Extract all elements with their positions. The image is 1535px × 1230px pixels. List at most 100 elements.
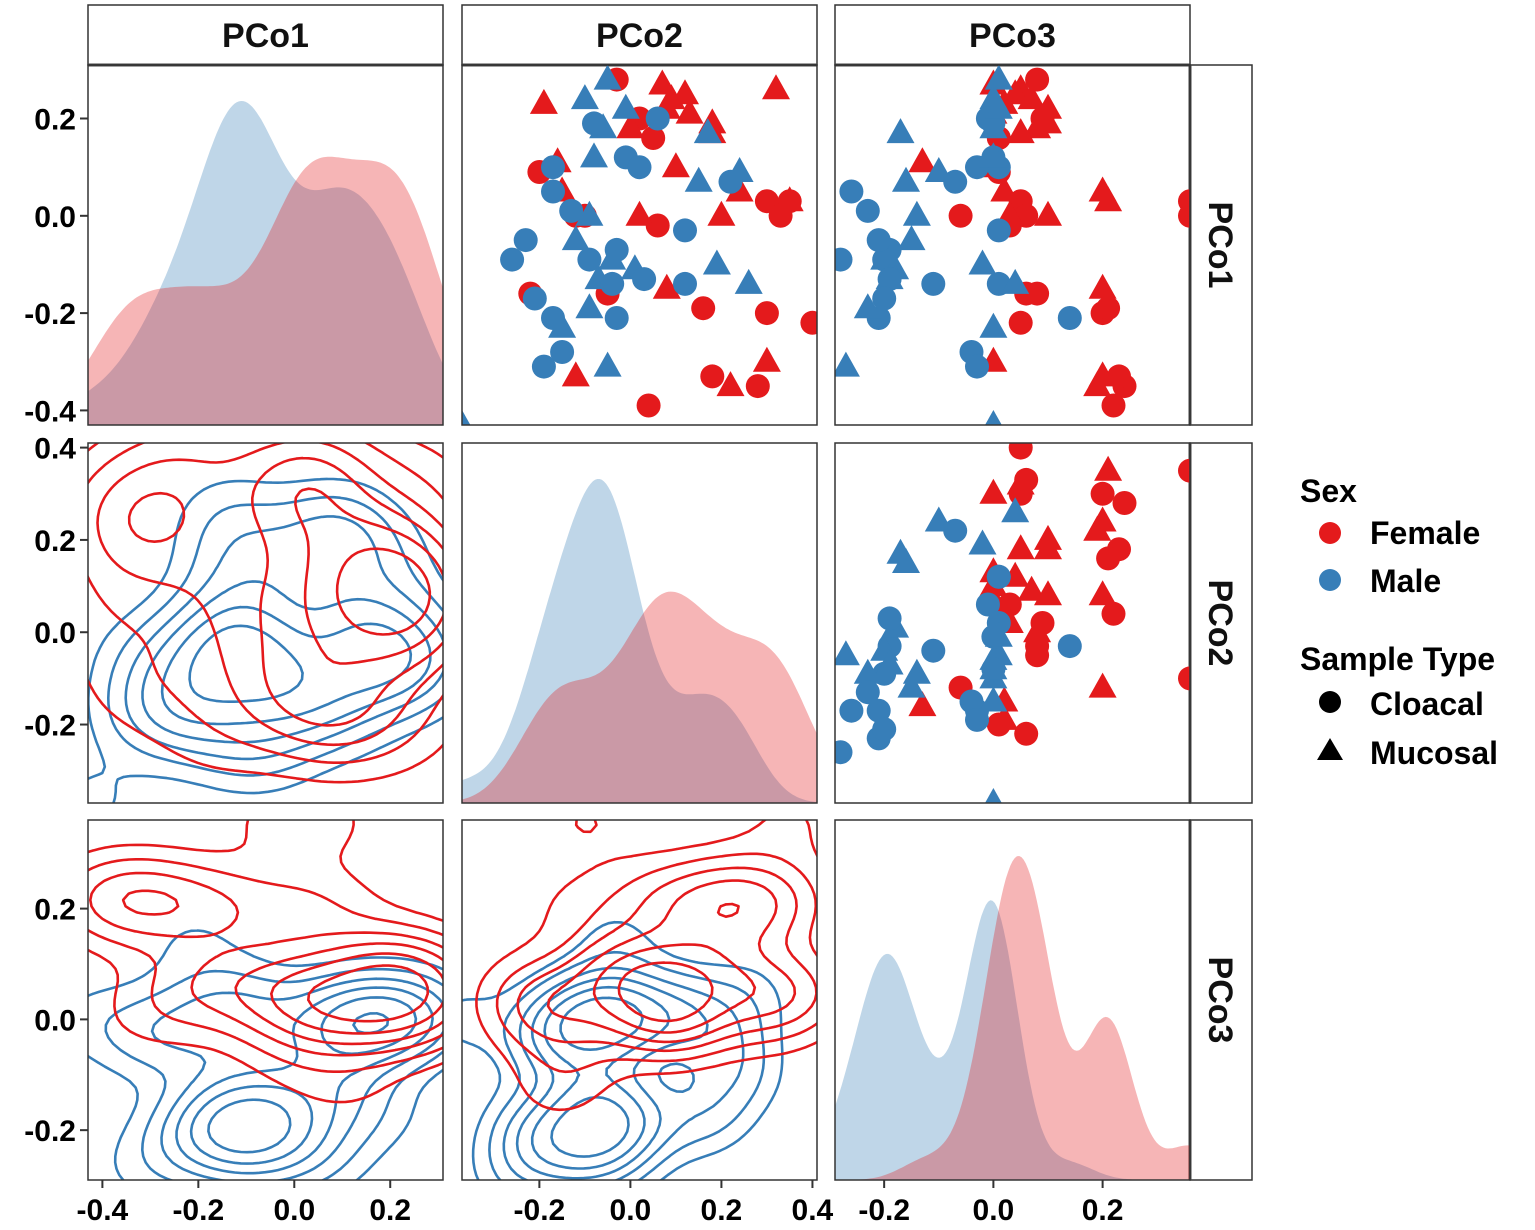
panel-scatter-pco3-pco1 xyxy=(835,65,1190,425)
point-male-mucosal xyxy=(984,93,1013,119)
contour-female-level-1 xyxy=(88,443,443,784)
contour-female-level-5 xyxy=(270,952,443,1035)
point-male-mucosal xyxy=(575,293,604,319)
contour-female-level-3 xyxy=(96,443,443,747)
point-female-cloacal xyxy=(1096,546,1121,571)
point-male-cloacal xyxy=(673,218,697,243)
point-female-mucosal xyxy=(1083,371,1112,397)
point-male-cloacal xyxy=(600,271,625,296)
axis-ticks: -0.4 -0.2 0.0 0.2 -0.2 0.0 0.2 0.4 -0.2 0.0 0.2 -0.… xyxy=(24,104,1123,1228)
point-male-mucosal xyxy=(835,351,860,377)
y-tick-label-pco1: 0.0 xyxy=(34,201,76,234)
contour-male-level-6 xyxy=(188,624,304,703)
point-female-cloacal xyxy=(1101,393,1126,418)
point-male-mucosal xyxy=(575,200,604,226)
point-male-mucosal xyxy=(979,142,1008,168)
point-male-mucosal xyxy=(580,142,608,168)
point-female-cloacal xyxy=(1178,666,1190,691)
point-female-mucosal xyxy=(752,346,781,372)
point-male-cloacal xyxy=(1057,306,1082,330)
x-tick-label-pco1: 0.2 xyxy=(369,1194,411,1227)
point-male-cloacal xyxy=(627,155,652,180)
point-female-mucosal xyxy=(716,371,745,397)
contour-male-level-5 xyxy=(189,996,418,1165)
point-female-cloacal xyxy=(645,213,670,238)
point-male-mucosal xyxy=(1001,497,1030,523)
panel-density-pco2 xyxy=(462,479,817,803)
panel-density-pco1 xyxy=(88,101,443,425)
panel-border-0-1 xyxy=(461,64,818,426)
point-female-mucosal xyxy=(1023,617,1052,643)
contour-female-level-5 xyxy=(294,487,443,665)
contour-female-level-4 xyxy=(127,456,443,727)
contour-male-level-2 xyxy=(104,967,443,1180)
legend-female-swatch xyxy=(1319,522,1341,544)
x-tick-label-pco3: -0.2 xyxy=(858,1194,910,1227)
point-female-cloacal xyxy=(800,310,817,335)
point-male-mucosal xyxy=(734,268,763,294)
strip-col-3-label: PCo3 xyxy=(969,17,1056,55)
panel-border-1-1 xyxy=(461,442,818,804)
legend-male-label: Male xyxy=(1370,563,1441,599)
contour-male-level-3 xyxy=(124,515,443,761)
y-tick-label-pco1: -0.2 xyxy=(24,298,76,331)
legend-cloacal-label: Cloacal xyxy=(1370,686,1484,722)
y-tick-label-pco2: 0.4 xyxy=(34,433,76,466)
point-female-mucosal xyxy=(762,74,790,100)
point-male-cloacal xyxy=(877,606,902,631)
point-female-cloacal xyxy=(948,203,973,228)
point-male-mucosal xyxy=(979,654,1008,680)
point-male-cloacal xyxy=(1057,634,1082,659)
strip-row-3 xyxy=(1189,819,1253,1181)
contour-male-level-3 xyxy=(150,977,443,1180)
point-female-mucosal xyxy=(652,273,681,299)
contour-male-level-4 xyxy=(175,986,434,1175)
contour-female-level-1 xyxy=(475,820,817,1112)
density-male-pco1 xyxy=(88,101,443,425)
point-female-cloacal xyxy=(1025,281,1050,306)
contour-female-level-4 xyxy=(546,879,797,1044)
point-male-mucosal xyxy=(593,65,622,90)
point-male-cloacal xyxy=(835,740,853,765)
contour-female-level-6 xyxy=(335,547,432,636)
point-male-mucosal xyxy=(886,118,915,144)
y-tick-label-pco2: 0.2 xyxy=(34,525,76,558)
strip-row-3-label: PCo3 xyxy=(1201,957,1239,1044)
point-male-mucosal xyxy=(897,672,926,698)
point-male-mucosal xyxy=(984,65,1013,90)
point-female-cloacal xyxy=(1112,491,1137,515)
point-male-cloacal xyxy=(877,267,902,292)
point-female-mucosal xyxy=(908,691,937,717)
point-male-cloacal xyxy=(866,228,891,253)
point-male-cloacal xyxy=(718,169,743,194)
point-female-mucosal xyxy=(661,152,690,178)
x-tick-label-pco1: -0.4 xyxy=(77,1194,129,1227)
point-male-cloacal xyxy=(500,247,525,272)
point-female-cloacal xyxy=(700,364,725,389)
contour-male-level-4 xyxy=(141,580,432,744)
point-male-cloacal xyxy=(921,271,946,296)
point-female-cloacal xyxy=(1178,203,1190,228)
point-male-cloacal xyxy=(839,698,864,723)
legend-mucosal-swatch xyxy=(1317,738,1343,760)
x-tick-label-pco1: 0.0 xyxy=(273,1194,315,1227)
point-female-cloacal xyxy=(636,393,661,418)
point-male-cloacal xyxy=(604,306,629,330)
point-female-mucosal xyxy=(775,186,804,212)
point-male-mucosal xyxy=(979,686,1008,712)
point-male-mucosal xyxy=(598,244,627,270)
panel-contour-pco1-pco2 xyxy=(88,443,443,803)
contour-female-level-2 xyxy=(88,858,443,1073)
point-male-cloacal xyxy=(921,638,946,663)
strip-col-1 xyxy=(87,4,444,66)
point-male-cloacal xyxy=(965,354,989,379)
x-tick-label-pco3: 0.0 xyxy=(973,1194,1015,1227)
x-tick-label-pco2: 0.0 xyxy=(610,1194,652,1227)
point-male-mucosal xyxy=(985,410,1002,425)
point-male-cloacal xyxy=(541,179,565,204)
column-strips: PCo1 PCo2 PCo3 xyxy=(87,4,1191,67)
panel-border-1-2 xyxy=(834,442,1191,804)
point-female-cloacal xyxy=(997,592,1022,617)
strip-col-3 xyxy=(834,4,1191,66)
contour-female-level-2 xyxy=(88,443,443,764)
